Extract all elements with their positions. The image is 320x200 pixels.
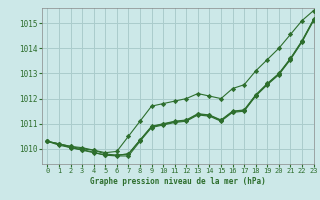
X-axis label: Graphe pression niveau de la mer (hPa): Graphe pression niveau de la mer (hPa) [90,177,266,186]
